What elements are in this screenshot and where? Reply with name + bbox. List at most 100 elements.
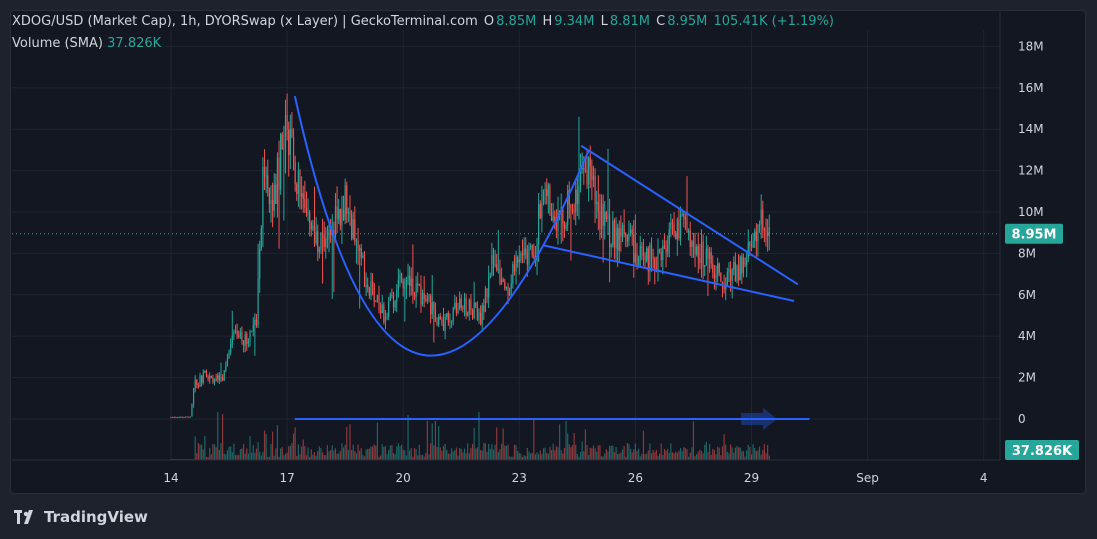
volume-bar — [655, 449, 657, 460]
candle-body — [691, 241, 693, 248]
candle-body — [450, 321, 453, 323]
candle-body — [400, 273, 403, 282]
candle-body — [376, 295, 378, 302]
candle-body — [330, 229, 332, 236]
candle-body — [402, 281, 404, 289]
candle-body — [604, 211, 606, 226]
trend-drawings[interactable] — [293, 95, 810, 430]
candle-body — [567, 190, 569, 225]
volume-bar — [599, 445, 601, 460]
candle-body — [417, 283, 419, 286]
volume-bar — [742, 450, 745, 460]
volume-bar — [194, 436, 196, 460]
candle-body — [226, 358, 229, 367]
volume-bar — [625, 456, 627, 460]
candles — [170, 93, 770, 419]
candle-body — [723, 285, 725, 290]
candle-body — [597, 202, 599, 212]
candle-body — [454, 302, 456, 308]
volume-bar — [302, 439, 304, 460]
volume-bar — [634, 443, 636, 460]
volume-bar — [597, 445, 599, 460]
volume-bar — [415, 449, 417, 460]
candle-body — [413, 294, 416, 297]
volume-bar — [288, 446, 290, 460]
candle-body — [625, 233, 627, 236]
volume-bar — [457, 455, 459, 460]
candle-body — [386, 316, 388, 318]
candle-body — [670, 221, 672, 229]
candle-body — [234, 330, 237, 334]
volume-bar — [547, 453, 549, 460]
candle-body — [486, 288, 488, 298]
volume-bar — [507, 444, 509, 460]
volume-bar — [438, 426, 440, 460]
candle-body — [268, 188, 270, 205]
x-tick-label: 17 — [279, 471, 294, 485]
candle-body — [733, 261, 735, 270]
candle-body — [241, 332, 243, 341]
candle-body — [618, 228, 620, 251]
candle-body — [725, 286, 727, 290]
volume-bar — [538, 454, 540, 460]
candle-body — [767, 231, 769, 237]
candle-body — [609, 214, 611, 248]
volume-bar — [304, 445, 306, 460]
volume-bar — [375, 445, 377, 460]
volume-bar — [433, 445, 435, 460]
candle-body — [696, 246, 698, 255]
candle-body — [636, 253, 638, 266]
candle-body — [397, 279, 399, 291]
candle-body — [204, 370, 206, 373]
candle-body — [559, 210, 561, 212]
candle-body — [371, 281, 374, 285]
volume-bar — [715, 454, 717, 460]
candle-body — [617, 227, 619, 251]
volume-bar — [260, 455, 262, 460]
volume-bar — [210, 454, 212, 460]
volume-bar — [702, 453, 704, 460]
volume-bar — [447, 453, 449, 460]
candle-body — [368, 287, 370, 296]
y-tick-label: 12M — [1018, 164, 1044, 178]
volume-bar — [215, 447, 217, 460]
volume-bar — [688, 456, 690, 460]
volume-bar — [470, 447, 472, 460]
candle-body — [296, 184, 298, 194]
volume-bar — [518, 453, 520, 460]
candle-body — [760, 209, 762, 224]
candle-body — [539, 203, 541, 219]
tradingview-branding[interactable]: TradingView — [14, 508, 148, 526]
volume-bar — [542, 448, 545, 460]
volume-bar — [273, 455, 275, 460]
volume-bar — [555, 446, 557, 460]
candle-body — [449, 321, 451, 323]
volume-bar — [744, 456, 746, 460]
volume-bar — [484, 443, 487, 460]
candle-body — [462, 307, 464, 309]
candle-body — [544, 189, 546, 191]
volume-bar — [459, 447, 461, 460]
candle-body — [439, 316, 441, 320]
candle-body — [678, 219, 680, 239]
volume-bar — [312, 454, 314, 460]
volume-bar — [747, 444, 749, 460]
volume-bar — [378, 456, 380, 460]
candle-body — [679, 214, 682, 239]
volume-bar — [449, 453, 451, 460]
candle-body — [196, 379, 198, 385]
candle-body — [305, 208, 308, 213]
candle-body — [707, 248, 709, 259]
chart-panel[interactable] — [10, 10, 1086, 494]
candle-body — [460, 298, 462, 308]
candle-body — [205, 370, 208, 377]
volume-bar — [388, 449, 390, 460]
candle-body — [415, 283, 417, 297]
volume-bar — [536, 452, 538, 460]
candle-body — [412, 278, 414, 295]
candle-body — [689, 230, 691, 248]
high-value: 9.34M — [554, 14, 595, 29]
volume-bar — [268, 456, 270, 460]
candle-body — [623, 224, 625, 234]
